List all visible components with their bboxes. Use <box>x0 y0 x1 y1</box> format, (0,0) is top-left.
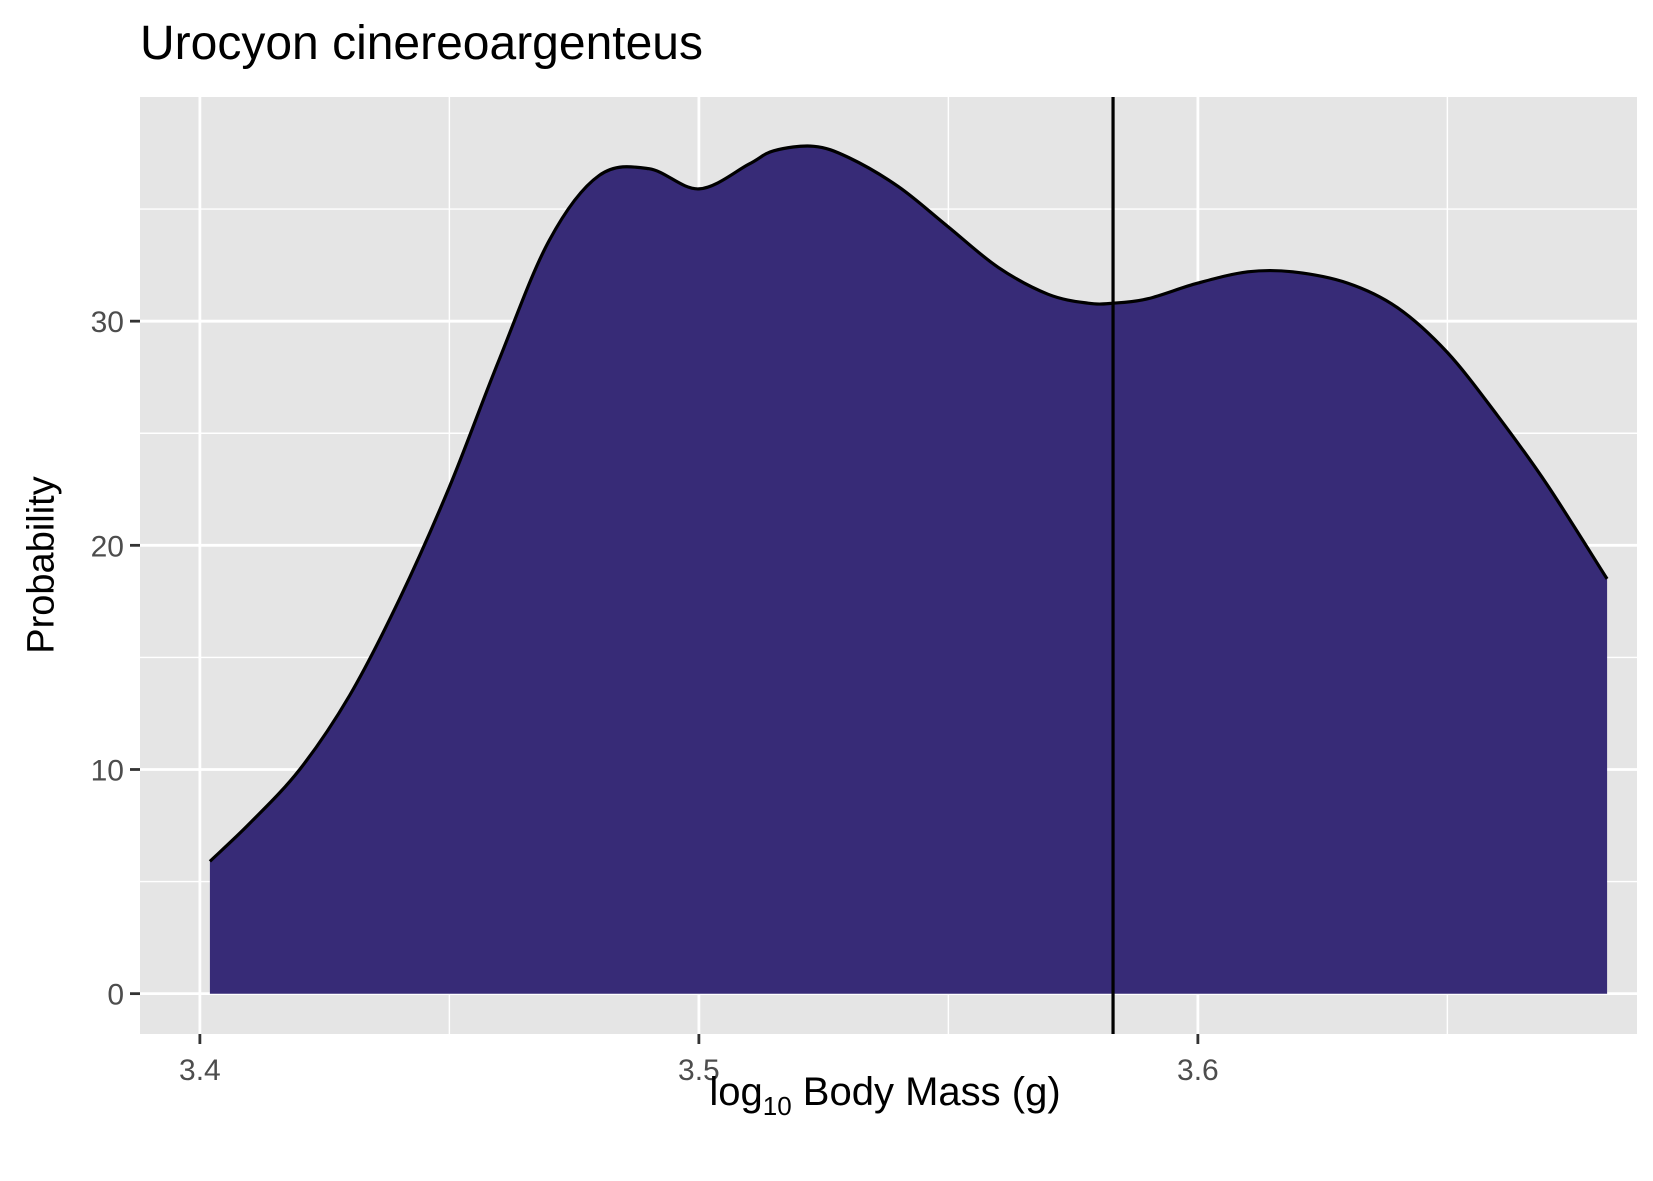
x-axis-label: log10 Body Mass (g) <box>709 1070 1060 1122</box>
y-axis: 0 10 20 30 <box>91 306 140 1012</box>
x-tick-label: 3.4 <box>179 1054 221 1087</box>
x-tick-label: 3.5 <box>678 1054 720 1087</box>
y-tick-label: 10 <box>91 754 124 787</box>
chart-title: Urocyon cinereoargenteus <box>140 17 703 70</box>
x-axis-label-subscript: 10 <box>762 1091 792 1121</box>
y-tick-label: 20 <box>91 530 124 563</box>
y-axis-label: Probability <box>20 476 63 654</box>
density-curve <box>208 144 1609 863</box>
y-tick-label: 0 <box>107 979 124 1012</box>
x-tick-label: 3.6 <box>1177 1054 1219 1087</box>
x-axis: 3.4 3.5 3.6 <box>179 1034 1219 1087</box>
x-axis-label-suffix: Body Mass (g) <box>791 1070 1061 1114</box>
x-axis-label-prefix: log <box>709 1070 763 1114</box>
density-area <box>209 146 1608 994</box>
y-tick-label: 30 <box>91 306 124 339</box>
